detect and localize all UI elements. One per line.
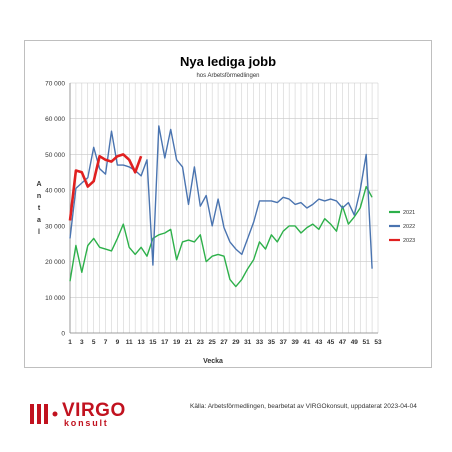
chart-subtitle: hos Arbetsförmedlingen: [196, 73, 259, 79]
y-tick-label: 30 000: [45, 223, 65, 230]
x-tick-label: 31: [244, 339, 252, 346]
legend-label-2021: 2021: [403, 210, 415, 216]
x-tick-label: 37: [280, 339, 288, 346]
chart-title: Nya lediga jobb: [180, 54, 276, 69]
series-layer: [68, 125, 373, 288]
legend-label-2022: 2022: [403, 224, 415, 230]
x-tick-label: 21: [185, 339, 193, 346]
y-tick-label: 50 000: [45, 152, 65, 159]
x-tick-label: 3: [80, 339, 84, 346]
x-tick-label: 53: [374, 339, 382, 346]
x-tick-label: 7: [104, 339, 108, 346]
virgo-logo: VIRGO konsult: [28, 400, 128, 430]
line-chart: 0 10 000 20 000 30 000 40 000 50 000 60 000 70 …: [36, 54, 415, 365]
y-label-letter: A: [36, 181, 41, 188]
x-tick-label: 1: [68, 339, 72, 346]
y-tick-label: 70 000: [45, 81, 65, 88]
logo-brand: VIRGO: [62, 400, 126, 421]
x-tick-label: 41: [303, 339, 311, 346]
y-tick-label: 40 000: [45, 188, 65, 195]
x-tick-label: 39: [291, 339, 299, 346]
x-tick-label: 35: [268, 339, 276, 346]
x-tick-label: 11: [126, 339, 133, 346]
x-tick-label: 51: [363, 339, 371, 346]
series-line-2021: [69, 185, 373, 288]
y-tick-label: 60 000: [45, 116, 65, 123]
x-tick-label: 47: [339, 339, 347, 346]
logo-subtext: konsult: [64, 418, 109, 428]
y-label-letter: a: [37, 217, 41, 224]
x-tick-label: 15: [149, 339, 157, 346]
x-tick-label: 45: [327, 339, 335, 346]
x-tick-label: 19: [173, 339, 181, 346]
legend-label-2023: 2023: [403, 238, 415, 244]
y-label-letter: l: [38, 229, 40, 236]
x-tick-label: 23: [197, 339, 205, 346]
source-note: Källa: Arbetsförmedlingen, bearbetat av …: [190, 403, 417, 410]
y-label-letter: t: [38, 205, 41, 212]
x-tick-label: 9: [116, 339, 120, 346]
x-tick-label: 33: [256, 339, 264, 346]
x-tick-label: 27: [220, 339, 228, 346]
legend: 2021 2022 2023: [389, 210, 415, 244]
x-tick-label: 13: [137, 339, 145, 346]
x-axis-label: Vecka: [203, 358, 223, 365]
y-tick-label: 0: [61, 331, 65, 338]
series-line-2022: [69, 125, 373, 269]
x-tick-label: 25: [209, 339, 217, 346]
series-line-2023: [68, 153, 143, 221]
x-tick-label: 49: [351, 339, 359, 346]
x-tick-label: 43: [315, 339, 323, 346]
logo-bars-icon: [30, 404, 58, 424]
y-tick-label: 20 000: [45, 259, 65, 266]
y-label-letter: n: [37, 193, 41, 200]
x-tick-label: 17: [161, 339, 169, 346]
x-tick-label: 29: [232, 339, 240, 346]
chart-frame: 0 10 000 20 000 30 000 40 000 50 000 60 000 70 …: [24, 40, 432, 368]
y-tick-label: 10 000: [45, 295, 65, 302]
grid-layer: [69, 82, 379, 334]
x-tick-label: 5: [92, 339, 96, 346]
axis-layer: 0 10 000 20 000 30 000 40 000 50 000 60 000 70 …: [45, 81, 382, 347]
